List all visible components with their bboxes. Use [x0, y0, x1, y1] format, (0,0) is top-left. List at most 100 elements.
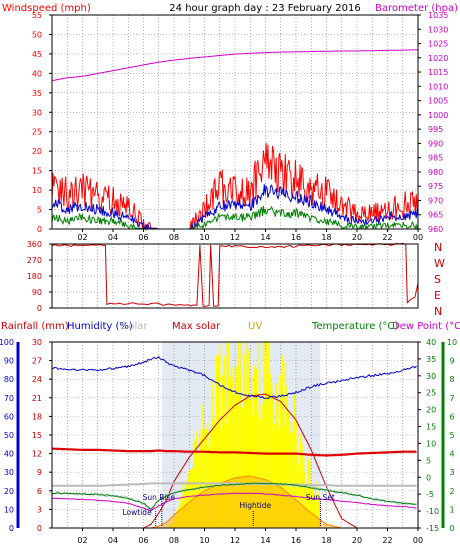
wind-x-tick-label: 10: [199, 233, 209, 242]
humidity-y-tick-label: 90: [4, 357, 14, 366]
baro-y-tick-label: 1035: [428, 11, 448, 20]
baro-y-tick-label: 970: [428, 196, 443, 205]
barometer-series: [51, 49, 419, 82]
wind-x-tick-label: 22: [382, 233, 392, 242]
solar-title: Solar: [122, 321, 148, 332]
temperature-title: Temperature (°C): [311, 321, 398, 332]
uv-y-tick-label: 0: [449, 524, 454, 533]
dewpoint-series: [51, 492, 417, 512]
rain-y-tick-label: 6: [37, 487, 42, 496]
wind-y-tick-label: 40: [32, 69, 42, 78]
rain-y-tick-label: 27: [32, 357, 42, 366]
baro-y-tick-label: 1005: [428, 97, 448, 106]
wind-y-tick-label: 20: [32, 147, 42, 156]
baro-y-tick-label: 980: [428, 168, 443, 177]
temperature-series: [51, 482, 417, 510]
weather-x-tick-label: 22: [382, 536, 392, 545]
rain-y-tick-label: 15: [32, 431, 42, 440]
compass-label: N: [434, 241, 442, 254]
weather-x-tick-label: 04: [108, 536, 118, 545]
uv-title: UV: [248, 321, 262, 332]
weather-x-tick-label: 02: [77, 536, 87, 545]
baro-y-tick-label: 975: [428, 182, 443, 191]
barometer-title: Barometer (hpa): [375, 3, 458, 14]
wind-x-tick-label: 14: [260, 233, 270, 242]
hightide-label: Hightide: [239, 501, 271, 510]
humidity-y-tick-label: 0: [9, 524, 14, 533]
humidity-title: Humidity (%): [67, 321, 133, 332]
humidity-y-tick-label: 50: [4, 431, 14, 440]
wind-y-tick-label: 5: [37, 206, 42, 215]
wind-y-tick-label: 0: [37, 225, 42, 234]
direction-y-tick-label: 90: [32, 288, 42, 297]
temp-y-tick-label: -15: [426, 524, 439, 533]
wind-average-series: [51, 184, 419, 231]
wind-y-tick-label: 30: [32, 108, 42, 117]
humidity-series: [51, 355, 417, 400]
temp-y-tick-label: 40: [426, 338, 436, 347]
wind-x-tick-label: 06: [138, 233, 148, 242]
humidity-y-tick-label: 30: [4, 468, 14, 477]
baro-y-tick-label: 965: [428, 211, 443, 220]
weather-x-tick-label: 10: [199, 536, 209, 545]
wind-panel-frame: [51, 14, 419, 230]
wind-y-tick-label: 55: [32, 11, 42, 20]
wind-x-tick-label: 18: [321, 233, 331, 242]
wind-x-tick-label: 16: [291, 233, 301, 242]
rain-y-tick-label: 0: [37, 524, 42, 533]
baro-y-tick-label: 1010: [428, 82, 448, 91]
baro-y-tick-label: 1015: [428, 68, 448, 77]
uv-y-tick-label: 10: [447, 338, 457, 347]
baro-y-tick-label: 990: [428, 139, 443, 148]
compass-label: W: [434, 257, 445, 270]
temp-y-tick-label: 0: [426, 473, 431, 482]
rain-y-tick-label: 24: [32, 375, 42, 384]
humidity-y-tick-label: 60: [4, 412, 14, 421]
rain-y-tick-label: 9: [37, 468, 42, 477]
wind-y-tick-label: 10: [32, 186, 42, 195]
weather-x-tick-label: 08: [169, 536, 179, 545]
temp-y-tick-label: 10: [426, 439, 436, 448]
direction-y-tick-label: 180: [27, 272, 42, 281]
rain-y-tick-label: 30: [32, 338, 42, 347]
humidity-y-tick-label: 10: [4, 505, 14, 514]
uv-y-tick-label: 2: [449, 487, 454, 496]
wind-gust-series: [51, 142, 419, 231]
humidity-y-tick-label: 20: [4, 487, 14, 496]
rainfall-series: [51, 447, 417, 457]
rain-y-tick-label: 21: [32, 394, 42, 403]
weather-x-tick-label: 14: [260, 536, 270, 545]
rain-y-tick-label: 3: [37, 505, 42, 514]
temp-y-tick-label: 30: [426, 372, 436, 381]
weather-x-tick-label: 12: [230, 536, 240, 545]
temp-y-tick-label: 20: [426, 406, 436, 415]
temp-y-tick-label: 5: [426, 456, 431, 465]
lowtide-label: Lowtide: [123, 508, 153, 517]
max-solar-title: Max solar: [172, 321, 221, 332]
wind-y-tick-label: 35: [32, 89, 42, 98]
wind-y-tick-label: 15: [32, 167, 42, 176]
sunrise-label: Sun Rise: [143, 493, 176, 502]
temp-y-tick-label: -10: [426, 507, 439, 516]
uv-y-tick-label: 9: [449, 357, 454, 366]
weather-x-tick-label: 16: [291, 536, 301, 545]
weather-x-tick-label: 06: [138, 536, 148, 545]
chart-title: 24 hour graph day : 23 February 2016: [169, 3, 360, 14]
uv-y-tick-label: 3: [449, 468, 454, 477]
baro-y-tick-label: 985: [428, 154, 443, 163]
compass-label: E: [434, 289, 441, 302]
wind-y-tick-label: 25: [32, 128, 42, 137]
wind-x-tick-label: 12: [230, 233, 240, 242]
dewpoint-title: Dew Point (°C): [392, 321, 460, 332]
temp-y-tick-label: 25: [426, 389, 436, 398]
baro-y-tick-label: 995: [428, 125, 443, 134]
rain-y-tick-label: 12: [32, 450, 42, 459]
humidity-y-tick-label: 100: [0, 338, 14, 347]
uv-y-tick-label: 5: [449, 431, 454, 440]
uv-y-tick-label: 7: [449, 394, 454, 403]
sunset-label: Sun Set: [306, 493, 335, 502]
wind-x-tick-label: 04: [108, 233, 118, 242]
uv-y-tick-label: 4: [449, 450, 454, 459]
